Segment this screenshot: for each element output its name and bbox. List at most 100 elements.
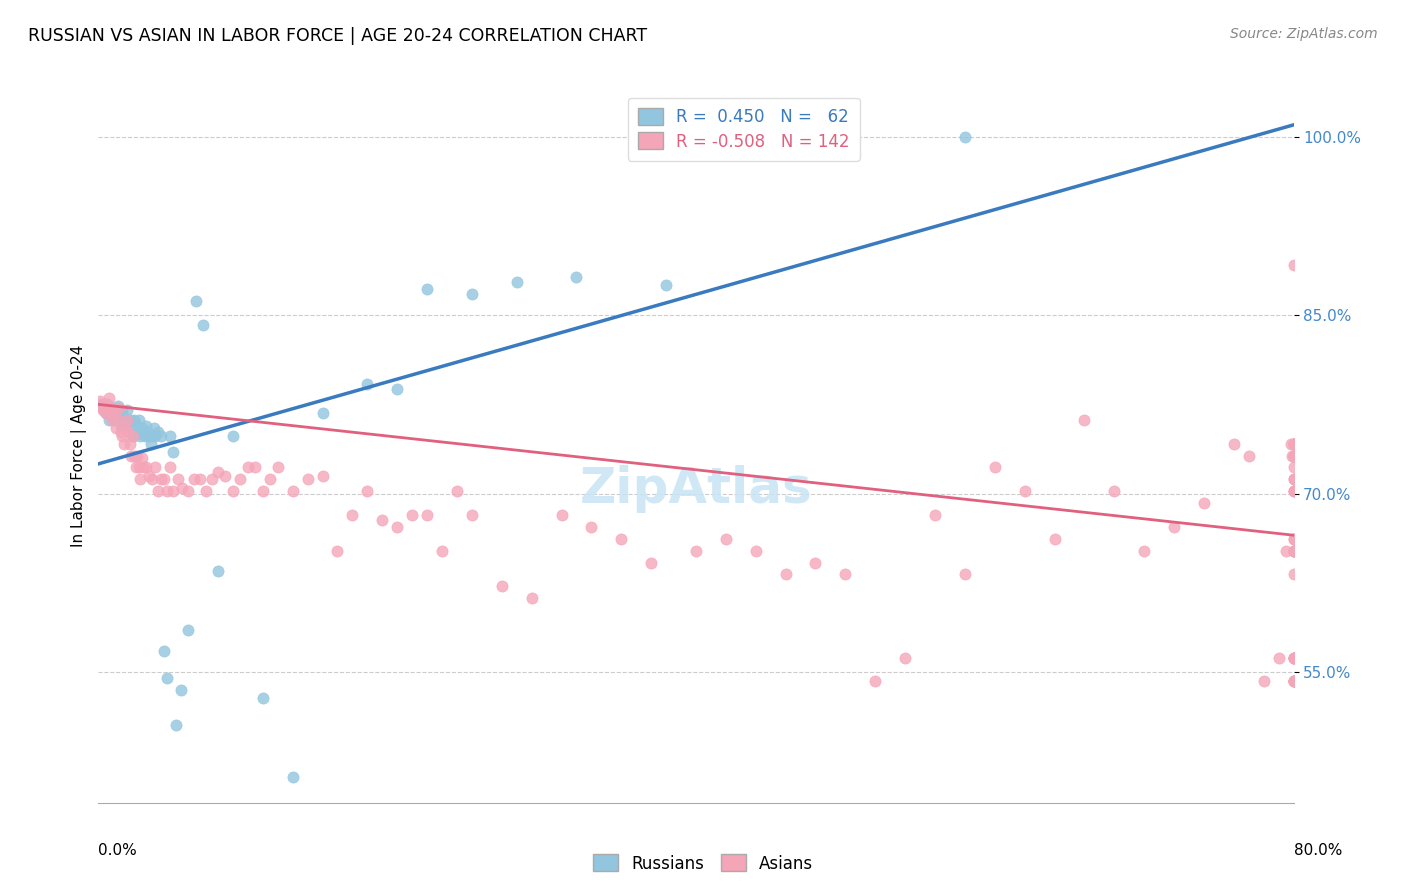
Point — [1282, 449, 1305, 463]
Point — [356, 377, 378, 392]
Point — [114, 420, 136, 434]
Point — [121, 429, 143, 443]
Point — [1282, 650, 1305, 665]
Point — [117, 425, 139, 439]
Point — [93, 403, 115, 417]
Point — [143, 429, 166, 443]
Point — [222, 484, 245, 499]
Point — [107, 413, 129, 427]
Point — [894, 650, 917, 665]
Point — [98, 406, 122, 420]
Point — [207, 564, 229, 578]
Point — [461, 508, 484, 522]
Point — [136, 425, 159, 439]
Point — [207, 465, 229, 479]
Point — [120, 421, 142, 435]
Point — [159, 460, 181, 475]
Point — [97, 413, 120, 427]
Point — [1282, 543, 1305, 558]
Point — [139, 436, 162, 450]
Point — [356, 484, 378, 499]
Point — [804, 556, 827, 570]
Point — [103, 410, 125, 425]
Point — [953, 567, 976, 582]
Point — [120, 449, 142, 463]
Point — [105, 413, 128, 427]
Point — [148, 484, 170, 499]
Point — [188, 472, 211, 486]
Point — [118, 413, 141, 427]
Point — [156, 484, 179, 499]
Point — [111, 403, 134, 417]
Point — [520, 591, 543, 606]
Point — [1282, 650, 1305, 665]
Point — [94, 406, 117, 420]
Text: Source: ZipAtlas.com: Source: ZipAtlas.com — [1230, 27, 1378, 41]
Text: 0.0%: 0.0% — [98, 843, 138, 858]
Point — [1282, 543, 1305, 558]
Point — [201, 472, 224, 486]
Point — [1192, 496, 1215, 510]
Point — [1282, 436, 1305, 450]
Point — [166, 472, 188, 486]
Point — [150, 429, 173, 443]
Point — [112, 436, 135, 450]
Point — [1282, 484, 1305, 499]
Point — [1282, 532, 1305, 546]
Point — [195, 484, 218, 499]
Point — [91, 401, 114, 415]
Point — [94, 406, 117, 420]
Point — [245, 460, 267, 475]
Point — [97, 392, 120, 406]
Point — [191, 318, 214, 332]
Point — [655, 278, 678, 293]
Point — [141, 429, 163, 443]
Point — [416, 508, 439, 522]
Point — [685, 543, 707, 558]
Point — [1014, 484, 1036, 499]
Y-axis label: In Labor Force | Age 20-24: In Labor Force | Age 20-24 — [72, 345, 87, 547]
Point — [132, 460, 155, 475]
Point — [148, 425, 170, 439]
Point — [1282, 449, 1305, 463]
Point — [1073, 413, 1095, 427]
Point — [118, 436, 141, 450]
Point — [121, 429, 143, 443]
Point — [1104, 484, 1126, 499]
Point — [103, 401, 125, 415]
Point — [98, 402, 122, 417]
Point — [1282, 543, 1305, 558]
Point — [953, 129, 976, 144]
Point — [124, 413, 146, 427]
Point — [150, 472, 173, 486]
Point — [165, 718, 187, 732]
Point — [775, 567, 797, 582]
Point — [640, 556, 662, 570]
Point — [1282, 449, 1305, 463]
Point — [110, 417, 132, 432]
Point — [259, 472, 281, 486]
Point — [108, 404, 131, 418]
Point — [550, 508, 572, 522]
Point — [107, 399, 129, 413]
Point — [506, 275, 529, 289]
Point — [1253, 674, 1275, 689]
Point — [714, 532, 737, 546]
Point — [326, 543, 349, 558]
Point — [1282, 436, 1305, 450]
Point — [581, 520, 603, 534]
Point — [1282, 543, 1305, 558]
Point — [162, 445, 184, 459]
Point — [153, 643, 176, 657]
Legend: Russians, Asians: Russians, Asians — [586, 847, 820, 880]
Point — [183, 472, 205, 486]
Point — [131, 421, 153, 435]
Point — [491, 579, 513, 593]
Point — [984, 460, 1007, 475]
Point — [115, 413, 138, 427]
Point — [565, 270, 588, 285]
Point — [1282, 484, 1305, 499]
Point — [1163, 520, 1185, 534]
Point — [446, 484, 468, 499]
Point — [1282, 532, 1305, 546]
